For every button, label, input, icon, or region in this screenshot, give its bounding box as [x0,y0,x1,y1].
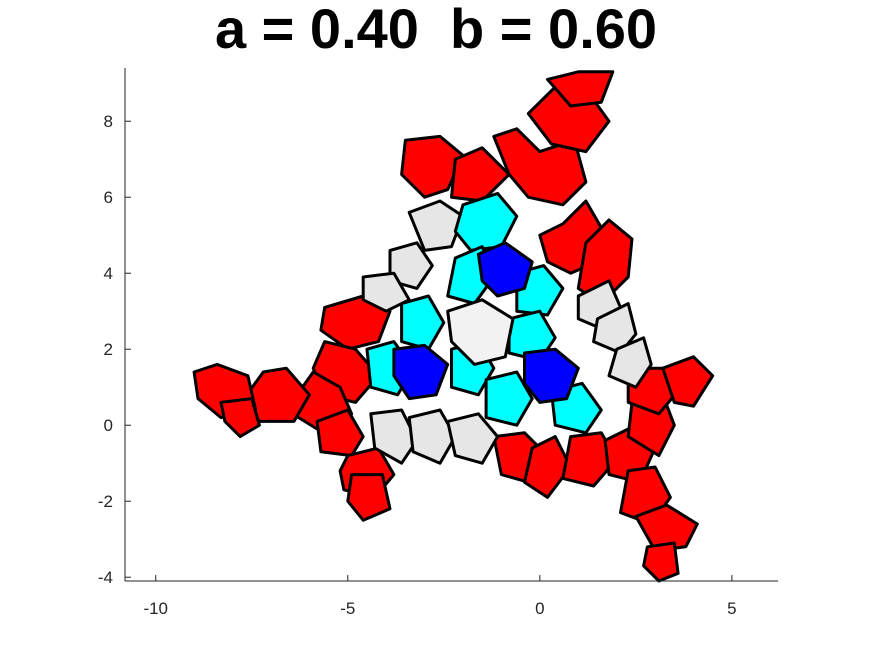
tile-28 [361,271,411,313]
tile-17 [523,435,573,499]
y-tick-label: 8 [104,112,113,131]
tile-33 [407,408,457,465]
chart-title: a = 0.40 b = 0.60 [214,0,658,60]
tile-25 [661,355,715,408]
tile-layer [192,70,715,583]
tile-38 [400,294,446,351]
x-tick-label: 5 [727,599,736,618]
tile-13 [315,408,365,458]
x-tick-label: 0 [535,599,544,618]
tile-3 [400,134,465,199]
tile-45 [392,343,450,401]
y-tick-label: 6 [104,188,113,207]
tile-31 [607,336,653,389]
tile-15 [346,473,392,522]
axes: -10 -5 0 5 -4 -2 0 2 4 6 8 [98,68,778,618]
tile-35 [453,191,519,252]
tile-6 [576,218,634,306]
tile-46 [523,347,580,404]
tile-32 [369,408,419,465]
tile-42 [484,370,534,427]
x-tick-label: -5 [340,599,355,618]
y-tick-label: 0 [104,416,113,435]
tile-34 [446,412,500,465]
y-tick-label: -2 [98,492,113,511]
tile-4 [450,146,511,203]
x-tick-label: -10 [143,599,168,618]
y-tick-label: 4 [104,264,113,283]
tile-44 [476,241,534,298]
tile-12 [219,397,261,439]
tile-2 [546,70,615,108]
y-tick-label: 2 [104,340,113,359]
tile-23 [642,541,680,583]
tile-47 [446,298,515,366]
tile-18 [561,431,619,488]
y-tick-label: -4 [98,568,113,587]
